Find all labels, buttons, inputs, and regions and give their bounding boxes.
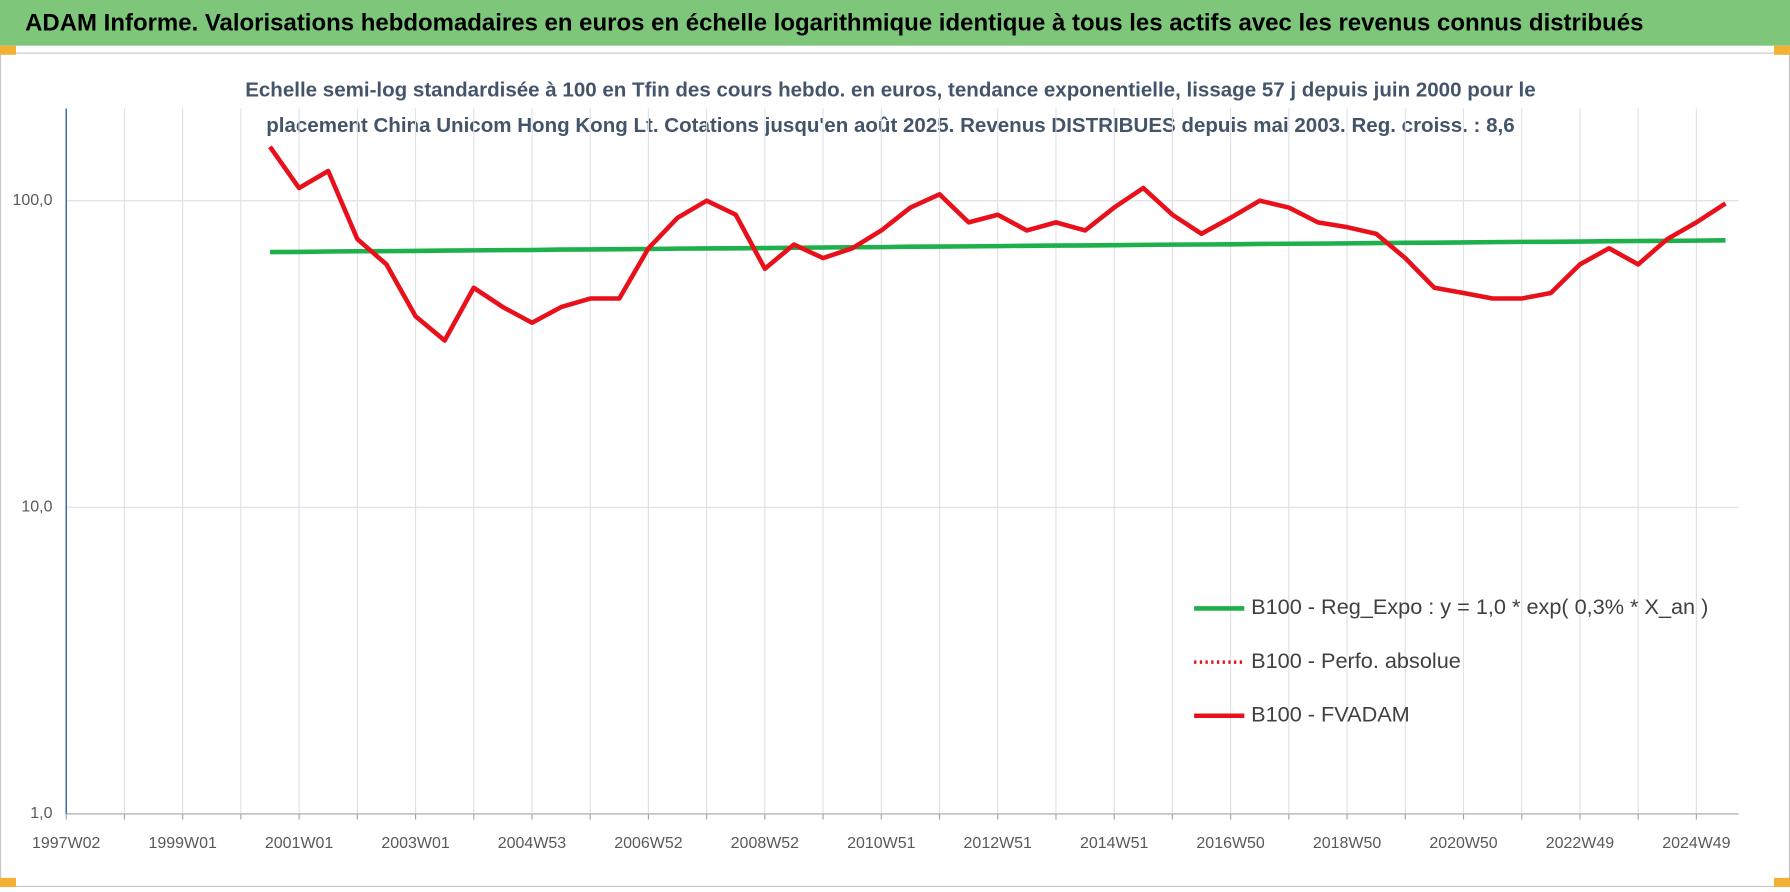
chart-border — [0, 52, 1790, 887]
x-tick-label: 2012W51 — [964, 835, 1032, 852]
x-tick-label: 2006W52 — [614, 835, 682, 852]
x-tick-label: 2022W49 — [1546, 835, 1614, 852]
subtitle: Echelle semi-log standardisée à 100 en T… — [245, 79, 1535, 102]
x-tick-label: 2003W01 — [381, 835, 449, 852]
x-tick-label: 1997W02 — [32, 835, 100, 852]
series-line — [268, 145, 1727, 343]
y-tick-label: 100,0 — [13, 192, 53, 209]
corner — [1774, 45, 1790, 55]
x-tick-label: 2010W51 — [847, 835, 915, 852]
header-bar — [0, 0, 1790, 46]
legend-label: B100 - Reg_Expo : y = 1,0 * exp( 0,3% * … — [1251, 594, 1708, 619]
corner — [1774, 877, 1790, 887]
x-tick-label: 2001W01 — [265, 835, 333, 852]
x-tick-label: 2004W53 — [498, 835, 566, 852]
x-tick-label: 2016W50 — [1196, 835, 1264, 852]
y-tick-label: 1,0 — [30, 805, 52, 822]
corner — [0, 45, 16, 55]
subtitle: placement China Unicom Hong Kong Lt. Cot… — [266, 114, 1514, 137]
x-tick-label: 2014W51 — [1080, 835, 1148, 852]
corner — [0, 877, 16, 887]
header-title: ADAM Informe. Valorisations hebdomadaire… — [25, 9, 1643, 36]
x-tick-label: 2008W52 — [731, 835, 799, 852]
legend-label: B100 - Perfo. absolue — [1251, 648, 1461, 673]
x-tick-label: 2018W50 — [1313, 835, 1381, 852]
y-tick-label: 10,0 — [21, 499, 52, 516]
legend-label: B100 - FVADAM — [1251, 701, 1410, 726]
x-tick-label: 2020W50 — [1429, 835, 1497, 852]
series-line — [269, 238, 1726, 255]
x-tick-label: 2024W49 — [1662, 835, 1730, 852]
x-tick-label: 1999W01 — [148, 835, 216, 852]
